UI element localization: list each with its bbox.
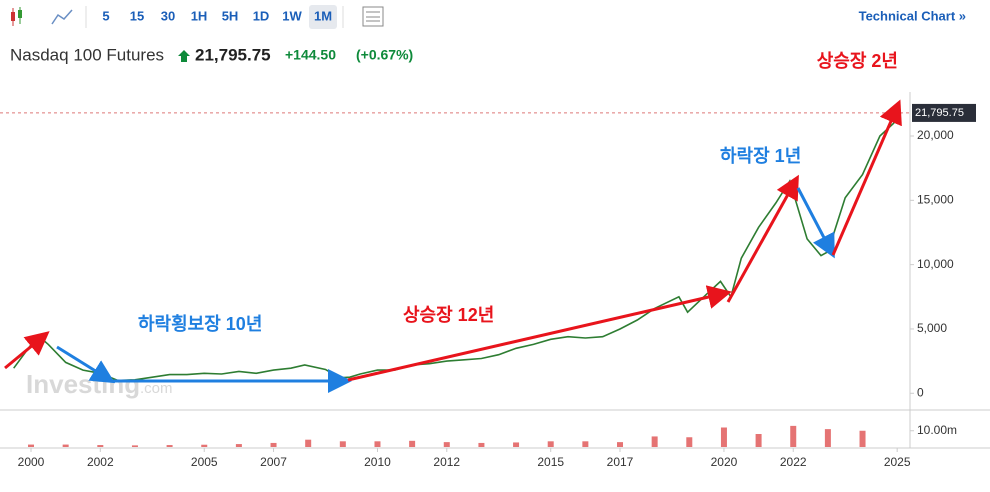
- toolbar: Technical Chart »: [0, 0, 990, 34]
- instrument-name: Nasdaq 100 Futures: [10, 45, 164, 64]
- volume-bar: [97, 445, 104, 447]
- toolbar-bg: [0, 0, 990, 34]
- up-arrow: [178, 50, 190, 62]
- interval-button[interactable]: 1H: [191, 8, 208, 23]
- volume-bar: [720, 427, 727, 447]
- volume-bar: [235, 444, 242, 447]
- last-price-label: 21,795.75: [915, 107, 964, 119]
- volume-bar: [686, 437, 693, 447]
- x-tick-label: 2012: [433, 455, 460, 469]
- annotation: 하락횡보장 10년: [138, 314, 262, 334]
- volume-bar: [859, 430, 866, 447]
- volume-bar: [478, 442, 485, 447]
- technical-chart-link[interactable]: Technical Chart »: [859, 8, 966, 23]
- arrow: [347, 285, 732, 382]
- plot: [0, 112, 910, 447]
- volume-bar: [513, 442, 520, 447]
- x-tick-label: 2005: [191, 455, 218, 469]
- interval-button[interactable]: 30: [161, 8, 175, 23]
- x-tick-label: 2025: [884, 455, 911, 469]
- y-tick-label: 10,000: [917, 257, 954, 271]
- volume-bar: [651, 436, 658, 447]
- watermark-suffix: .com: [140, 380, 173, 397]
- x-tick-label: 2022: [780, 455, 807, 469]
- x-tick-label: 2002: [87, 455, 114, 469]
- volume-bar: [582, 441, 589, 447]
- volume-bar: [409, 440, 416, 447]
- price-line: [13, 112, 902, 382]
- x-tick-label: 2020: [711, 455, 738, 469]
- interval-button[interactable]: 1W: [282, 8, 302, 23]
- interval-button[interactable]: 5H: [222, 8, 239, 23]
- x-tick-label: 2000: [18, 455, 45, 469]
- volume-bar: [270, 442, 277, 447]
- annotation: 상승장 12년: [403, 305, 494, 325]
- volume-bar: [824, 429, 831, 447]
- x-tick-label: 2007: [260, 455, 287, 469]
- volume-bar: [28, 444, 35, 447]
- y-tick-label: 20,000: [917, 128, 954, 142]
- arrow: [796, 187, 835, 259]
- interval-button[interactable]: 1M: [314, 8, 332, 23]
- volume-bar: [201, 444, 208, 447]
- active-interval-bg: [309, 5, 337, 29]
- arrow: [726, 174, 799, 303]
- volume-bar: [62, 444, 69, 447]
- volume-bar: [443, 442, 450, 447]
- x-tick-label: 2010: [364, 455, 391, 469]
- volume-bar: [755, 434, 762, 447]
- volume-tick-label: 10.00m: [917, 423, 957, 437]
- last-price-box: [912, 103, 976, 122]
- x-tick-label: 2015: [537, 455, 564, 469]
- interval-button[interactable]: 1D: [253, 8, 270, 23]
- volume-bar: [166, 445, 173, 447]
- y-tick-label: 15,000: [917, 193, 954, 207]
- last-price: 21,795.75: [195, 45, 271, 64]
- volume-bar: [339, 441, 346, 447]
- volume-bar: [617, 442, 624, 447]
- candle-icon[interactable]: [11, 7, 22, 26]
- price-change-pct: (+0.67%): [356, 47, 413, 63]
- y-tick-label: 5,000: [917, 321, 947, 335]
- volume-bar: [305, 439, 312, 447]
- annotation-arrows: [4, 99, 902, 393]
- price-change: +144.50: [285, 47, 336, 63]
- annotation: 하락장 1년: [720, 146, 801, 166]
- x-tick-label: 2017: [607, 455, 634, 469]
- volume-bar: [374, 441, 381, 447]
- arrow: [831, 99, 902, 256]
- volume-bar: [547, 441, 554, 447]
- layout-icon[interactable]: [362, 6, 384, 27]
- volume-bar: [790, 425, 797, 447]
- area-icon[interactable]: [51, 9, 73, 25]
- arrow: [56, 345, 116, 384]
- arrow: [4, 331, 50, 370]
- interval-button[interactable]: 5: [102, 8, 109, 23]
- y-tick-label: 0: [917, 385, 924, 399]
- annotation: 상승장 2년: [817, 51, 898, 71]
- interval-button[interactable]: 15: [130, 8, 144, 23]
- watermark: Investing: [26, 369, 140, 399]
- volume-bar: [131, 445, 138, 447]
